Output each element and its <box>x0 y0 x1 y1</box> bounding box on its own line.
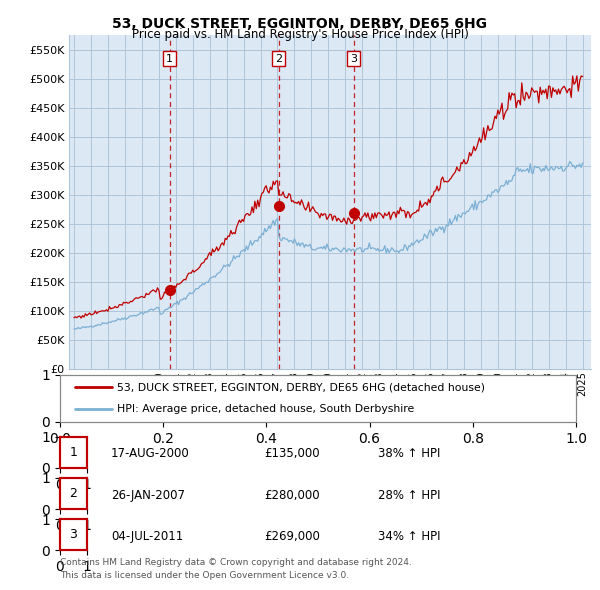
Text: 17-AUG-2000: 17-AUG-2000 <box>111 447 190 460</box>
Text: £269,000: £269,000 <box>264 530 320 543</box>
Text: 53, DUCK STREET, EGGINTON, DERBY, DE65 6HG: 53, DUCK STREET, EGGINTON, DERBY, DE65 6… <box>113 17 487 31</box>
Text: 34% ↑ HPI: 34% ↑ HPI <box>378 530 440 543</box>
Text: £280,000: £280,000 <box>264 489 320 502</box>
Text: 3: 3 <box>350 54 357 64</box>
Text: 2: 2 <box>70 487 77 500</box>
Text: 04-JUL-2011: 04-JUL-2011 <box>111 530 183 543</box>
Text: £135,000: £135,000 <box>264 447 320 460</box>
Text: 38% ↑ HPI: 38% ↑ HPI <box>378 447 440 460</box>
Text: Price paid vs. HM Land Registry's House Price Index (HPI): Price paid vs. HM Land Registry's House … <box>131 28 469 41</box>
Text: This data is licensed under the Open Government Licence v3.0.: This data is licensed under the Open Gov… <box>60 571 349 580</box>
Text: Contains HM Land Registry data © Crown copyright and database right 2024.: Contains HM Land Registry data © Crown c… <box>60 558 412 566</box>
Text: HPI: Average price, detached house, South Derbyshire: HPI: Average price, detached house, Sout… <box>117 404 414 414</box>
Text: 1: 1 <box>70 445 77 459</box>
Text: 53, DUCK STREET, EGGINTON, DERBY, DE65 6HG (detached house): 53, DUCK STREET, EGGINTON, DERBY, DE65 6… <box>117 382 485 392</box>
Text: 28% ↑ HPI: 28% ↑ HPI <box>378 489 440 502</box>
Text: 26-JAN-2007: 26-JAN-2007 <box>111 489 185 502</box>
Text: 1: 1 <box>166 54 173 64</box>
Text: 2: 2 <box>275 54 282 64</box>
Text: 3: 3 <box>70 528 77 542</box>
